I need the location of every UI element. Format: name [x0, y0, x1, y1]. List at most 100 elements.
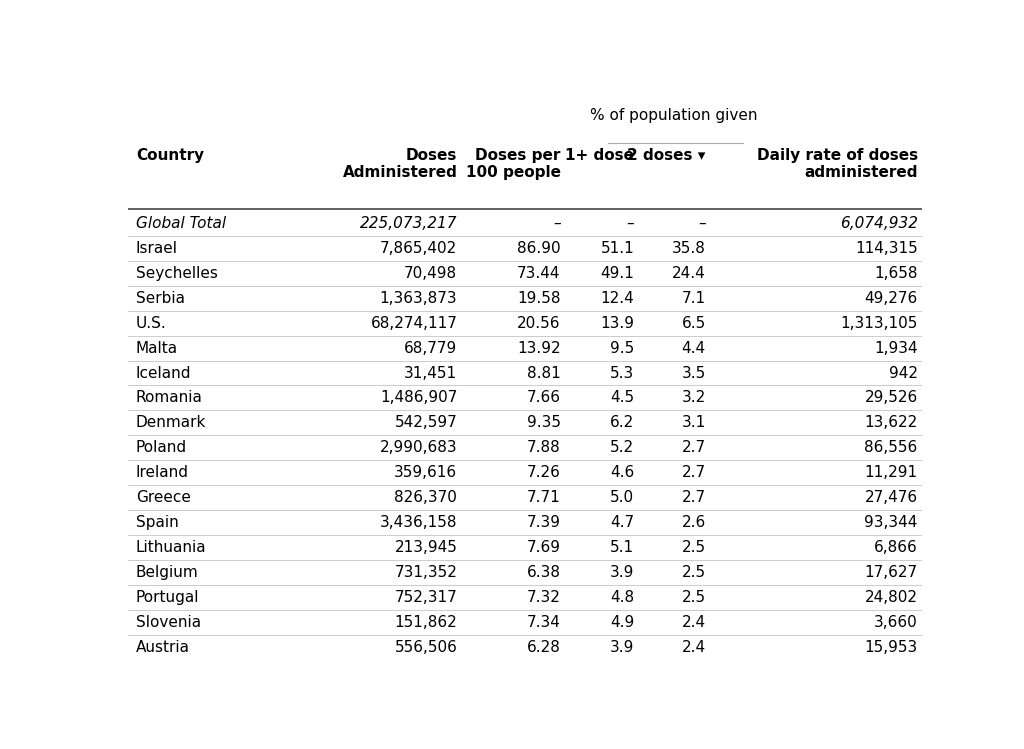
Text: Slovenia: Slovenia — [136, 615, 201, 630]
Text: 225,073,217: 225,073,217 — [359, 216, 458, 231]
Text: 73.44: 73.44 — [517, 266, 560, 281]
Text: 93,344: 93,344 — [864, 515, 918, 530]
Text: 1+ dose: 1+ dose — [565, 148, 634, 163]
Text: 826,370: 826,370 — [394, 490, 458, 505]
Text: 15,953: 15,953 — [864, 640, 918, 655]
Text: Belgium: Belgium — [136, 565, 199, 580]
Text: 7.71: 7.71 — [526, 490, 560, 505]
Text: 49,276: 49,276 — [864, 291, 918, 306]
Text: 731,352: 731,352 — [394, 565, 458, 580]
Text: 20.56: 20.56 — [517, 315, 560, 330]
Text: % of population given: % of population given — [590, 109, 758, 124]
Text: Spain: Spain — [136, 515, 178, 530]
Text: U.S.: U.S. — [136, 315, 167, 330]
Text: 9.35: 9.35 — [526, 416, 560, 431]
Text: 4.9: 4.9 — [610, 615, 634, 630]
Text: 1,313,105: 1,313,105 — [841, 315, 918, 330]
Text: 12.4: 12.4 — [600, 291, 634, 306]
Text: Malta: Malta — [136, 341, 178, 356]
Text: 7.26: 7.26 — [526, 465, 560, 480]
Text: 7.32: 7.32 — [526, 590, 560, 605]
Text: 4.6: 4.6 — [610, 465, 634, 480]
Text: 151,862: 151,862 — [394, 615, 458, 630]
Text: Global Total: Global Total — [136, 216, 226, 231]
Text: 13,622: 13,622 — [864, 416, 918, 431]
Text: 49.1: 49.1 — [600, 266, 634, 281]
Text: 2.4: 2.4 — [682, 640, 706, 655]
Text: 2.5: 2.5 — [682, 565, 706, 580]
Text: 68,274,117: 68,274,117 — [371, 315, 458, 330]
Text: Portugal: Portugal — [136, 590, 200, 605]
Text: 4.5: 4.5 — [610, 390, 634, 405]
Text: 31,451: 31,451 — [404, 366, 458, 380]
Text: Greece: Greece — [136, 490, 190, 505]
Text: Israel: Israel — [136, 241, 178, 256]
Text: 68,779: 68,779 — [404, 341, 458, 356]
Text: Lithuania: Lithuania — [136, 540, 207, 555]
Text: 2.7: 2.7 — [682, 440, 706, 455]
Text: 19.58: 19.58 — [517, 291, 560, 306]
Text: Doses
Administered: Doses Administered — [342, 148, 458, 180]
Text: 213,945: 213,945 — [394, 540, 458, 555]
Text: 542,597: 542,597 — [394, 416, 458, 431]
Text: 2.7: 2.7 — [682, 465, 706, 480]
Text: 9.5: 9.5 — [610, 341, 634, 356]
Text: 3.9: 3.9 — [610, 565, 634, 580]
Text: 5.3: 5.3 — [610, 366, 634, 380]
Text: 29,526: 29,526 — [864, 390, 918, 405]
Text: 7.1: 7.1 — [682, 291, 706, 306]
Text: 2,990,683: 2,990,683 — [380, 440, 458, 455]
Text: 86,556: 86,556 — [864, 440, 918, 455]
Text: Serbia: Serbia — [136, 291, 185, 306]
Text: 6,074,932: 6,074,932 — [840, 216, 918, 231]
Text: 942: 942 — [889, 366, 918, 380]
Text: Poland: Poland — [136, 440, 187, 455]
Text: Austria: Austria — [136, 640, 189, 655]
Text: 7.66: 7.66 — [526, 390, 560, 405]
Text: 4.8: 4.8 — [610, 590, 634, 605]
Text: 8.81: 8.81 — [526, 366, 560, 380]
Text: 3,436,158: 3,436,158 — [380, 515, 458, 530]
Text: 7.88: 7.88 — [526, 440, 560, 455]
Text: 6.5: 6.5 — [682, 315, 706, 330]
Text: 2.7: 2.7 — [682, 490, 706, 505]
Text: 5.0: 5.0 — [610, 490, 634, 505]
Text: –: – — [627, 216, 634, 231]
Text: Doses per
100 people: Doses per 100 people — [466, 148, 560, 180]
Text: 3,660: 3,660 — [873, 615, 918, 630]
Text: 3.5: 3.5 — [682, 366, 706, 380]
Text: 7.39: 7.39 — [526, 515, 560, 530]
Text: 24,802: 24,802 — [864, 590, 918, 605]
Text: 35.8: 35.8 — [672, 241, 706, 256]
Text: 556,506: 556,506 — [394, 640, 458, 655]
Text: Ireland: Ireland — [136, 465, 189, 480]
Text: 6.2: 6.2 — [610, 416, 634, 431]
Text: Country: Country — [136, 148, 204, 163]
Text: 3.9: 3.9 — [610, 640, 634, 655]
Text: 70,498: 70,498 — [404, 266, 458, 281]
Text: 6,866: 6,866 — [873, 540, 918, 555]
Text: 7.69: 7.69 — [526, 540, 560, 555]
Text: 5.1: 5.1 — [610, 540, 634, 555]
Text: 2.6: 2.6 — [682, 515, 706, 530]
Text: Iceland: Iceland — [136, 366, 191, 380]
Text: 114,315: 114,315 — [855, 241, 918, 256]
Text: 3.2: 3.2 — [682, 390, 706, 405]
Text: 5.2: 5.2 — [610, 440, 634, 455]
Text: 27,476: 27,476 — [864, 490, 918, 505]
Text: Romania: Romania — [136, 390, 203, 405]
Text: 4.7: 4.7 — [610, 515, 634, 530]
Text: 1,658: 1,658 — [874, 266, 918, 281]
Text: 6.28: 6.28 — [526, 640, 560, 655]
Text: 6.38: 6.38 — [526, 565, 560, 580]
Text: 1,486,907: 1,486,907 — [380, 390, 458, 405]
Text: 359,616: 359,616 — [394, 465, 458, 480]
Text: 2.5: 2.5 — [682, 590, 706, 605]
Text: Seychelles: Seychelles — [136, 266, 218, 281]
Text: 2.5: 2.5 — [682, 540, 706, 555]
Text: 1,934: 1,934 — [874, 341, 918, 356]
Text: 24.4: 24.4 — [672, 266, 706, 281]
Text: 1,363,873: 1,363,873 — [380, 291, 458, 306]
Text: 17,627: 17,627 — [864, 565, 918, 580]
Text: 11,291: 11,291 — [864, 465, 918, 480]
